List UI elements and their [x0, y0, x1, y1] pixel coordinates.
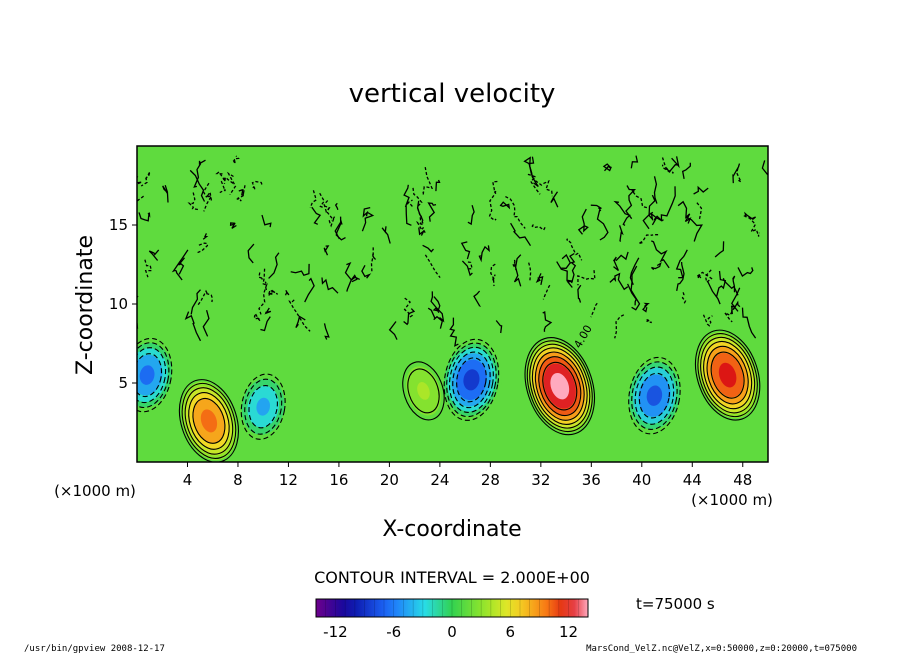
- x-tick-label: 20: [380, 471, 399, 489]
- x-tick-label: 8: [233, 471, 243, 489]
- z-axis-ticks: 5 10 15: [109, 216, 137, 392]
- x-tick-label: 24: [430, 471, 449, 489]
- x-axis-ticks: 4 8 12 16 20 24 28 32 36 40 44 48: [183, 462, 752, 489]
- x-axis-unit-right: (×1000 m): [691, 491, 773, 509]
- footer-program-date: /usr/bin/gpview 2008-12-17: [24, 644, 165, 654]
- downdraft-cell: [237, 372, 289, 441]
- x-tick-label: 16: [329, 471, 348, 489]
- plot-area: 4.00: [136, 145, 769, 463]
- colorbar-tick-label: 6: [506, 623, 516, 641]
- x-tick-label: 36: [582, 471, 601, 489]
- x-tick-label: 12: [279, 471, 298, 489]
- colorbar-tick-label: -6: [386, 623, 401, 641]
- z-axis-label: Z-coordinate: [73, 235, 98, 375]
- x-tick-label: 44: [683, 471, 702, 489]
- colorbar-tick-label: -12: [323, 623, 348, 641]
- colorbar-tick-label: 0: [447, 623, 457, 641]
- colorbar-ticks: -12 -6 0 6 12: [323, 623, 578, 641]
- x-axis-unit-left: (×1000 m): [54, 482, 136, 500]
- contour-interval-text: CONTOUR INTERVAL = 2.000E+00: [314, 568, 590, 587]
- downdraft-cell: [625, 357, 684, 435]
- updraft-cell: [399, 357, 448, 425]
- x-axis-label: X-coordinate: [382, 517, 521, 542]
- chart-title: vertical velocity: [349, 79, 556, 109]
- colorbar: -12 -6 0 6 12: [315, 598, 589, 641]
- x-tick-label: 4: [183, 471, 193, 489]
- colorbar-tick-label: 12: [559, 623, 578, 641]
- colorbar-gradient: [316, 599, 588, 617]
- velocity-field: [137, 146, 768, 462]
- contour-lines: [137, 155, 768, 462]
- footer-data-source: MarsCond_VelZ.nc@VelZ,x=0:50000,z=0:2000…: [586, 644, 857, 654]
- z-tick-label: 10: [109, 295, 128, 313]
- time-label: t=75000 s: [636, 595, 715, 613]
- x-tick-label: 48: [733, 471, 752, 489]
- x-tick-label: 28: [481, 471, 500, 489]
- x-tick-label: 32: [531, 471, 550, 489]
- colorbar-frame: [315, 598, 589, 618]
- downdraft-cell: [137, 338, 176, 412]
- z-tick-label: 5: [118, 374, 128, 392]
- colorbar-separators: [325, 599, 579, 617]
- z-tick-label: 15: [109, 216, 128, 234]
- x-tick-label: 40: [632, 471, 651, 489]
